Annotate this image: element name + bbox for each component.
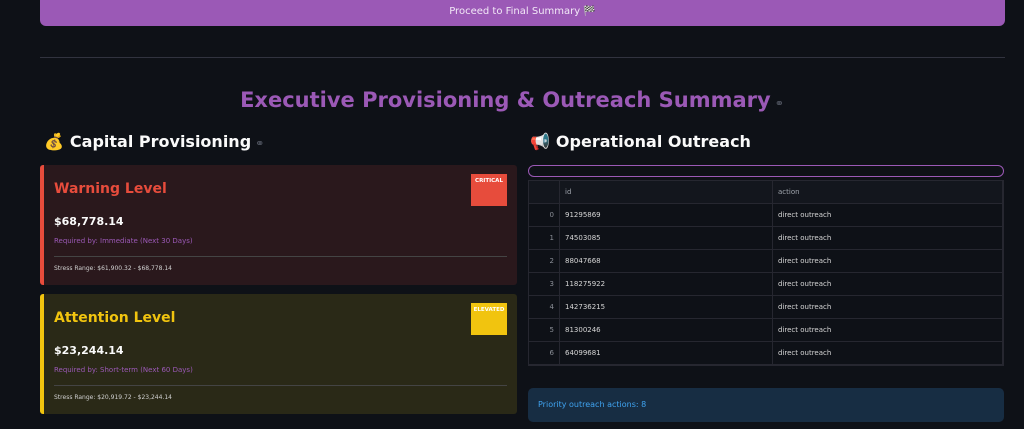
row-index[interactable]: 2 xyxy=(529,249,560,273)
row-index[interactable]: 3 xyxy=(529,272,560,296)
action-cell[interactable]: direct outreach xyxy=(772,318,1003,342)
table-row[interactable]: 5 81300246 direct outreach xyxy=(529,318,1003,342)
id-cell[interactable]: 130405275 xyxy=(559,364,773,365)
outreach-dataframe[interactable]: id action 0 91295869 direct outreach 1 74503… xyxy=(528,180,1004,366)
elevated-badge: ELEVATED xyxy=(471,303,507,335)
card-divider xyxy=(54,256,507,257)
capital-heading-text: Capital Provisioning xyxy=(69,132,252,151)
action-cell[interactable]: direct outreach xyxy=(772,249,1003,273)
id-cell[interactable]: 74503085 xyxy=(559,226,773,250)
row-index[interactable]: 4 xyxy=(529,295,560,319)
provision-amount: $68,778.14 xyxy=(54,215,124,228)
card-level-title: Warning Level xyxy=(54,181,167,197)
id-cell[interactable]: 88047668 xyxy=(559,249,773,273)
table-header-row: id action xyxy=(529,181,1003,204)
card-divider xyxy=(54,385,507,386)
money-bag-icon: 💰 xyxy=(44,132,64,151)
outreach-heading-text: Operational Outreach xyxy=(555,132,751,151)
page-title-text: Executive Provisioning & Outreach Summar… xyxy=(240,88,771,112)
anchor-link-icon[interactable]: ⚭ xyxy=(255,137,265,150)
provision-amount: $23,244.14 xyxy=(54,344,124,357)
required-by-text: Required by: Short-term (Next 60 Days) xyxy=(54,366,193,374)
stress-range-text: Stress Range: $20,919.72 - $23,244.14 xyxy=(54,394,172,401)
table-row[interactable]: 3 118275922 direct outreach xyxy=(529,272,1003,296)
table-row[interactable]: 4 142736215 direct outreach xyxy=(529,295,1003,319)
id-cell[interactable]: 64099681 xyxy=(559,341,773,365)
row-index[interactable]: 5 xyxy=(529,318,560,342)
id-cell[interactable]: 118275922 xyxy=(559,272,773,296)
anchor-link-icon[interactable]: ⚭ xyxy=(774,97,784,110)
row-index[interactable]: 0 xyxy=(529,203,560,227)
action-cell[interactable]: direct outreach xyxy=(772,203,1003,227)
row-index[interactable]: 7 xyxy=(529,364,560,365)
action-cell[interactable]: direct outreach xyxy=(772,341,1003,365)
id-cell[interactable]: 91295869 xyxy=(559,203,773,227)
action-cell[interactable]: direct outreach xyxy=(772,272,1003,296)
outreach-table: id action 0 91295869 direct outreach 1 74503… xyxy=(529,181,1003,365)
required-by-text: Required by: Immediate (Next 30 Days) xyxy=(54,237,193,245)
priority-outreach-info: Priority outreach actions: 8 xyxy=(528,388,1004,422)
megaphone-icon: 📢 xyxy=(530,132,550,151)
action-cell[interactable]: direct outreach xyxy=(772,364,1003,365)
column-header-id[interactable]: id xyxy=(559,181,773,204)
column-header-action[interactable]: action xyxy=(772,181,1003,204)
action-cell[interactable]: direct outreach xyxy=(772,226,1003,250)
table-row[interactable]: 7130405275direct outreach xyxy=(529,364,1003,365)
table-row[interactable]: 2 88047668 direct outreach xyxy=(529,249,1003,273)
capital-provisioning-heading: 💰 Capital Provisioning ⚭ xyxy=(44,132,264,151)
row-index[interactable]: 6 xyxy=(529,341,560,365)
action-cell[interactable]: direct outreach xyxy=(772,295,1003,319)
table-row[interactable]: 1 74503085 direct outreach xyxy=(529,226,1003,250)
warning-level-card: Warning Level CRITICAL $68,778.14 Requir… xyxy=(40,165,517,285)
row-index[interactable]: 1 xyxy=(529,226,560,250)
card-level-title: Attention Level xyxy=(54,310,176,326)
proceed-to-final-summary-button[interactable]: Proceed to Final Summary 🏁 xyxy=(40,0,1005,26)
id-cell[interactable]: 81300246 xyxy=(559,318,773,342)
stress-range-text: Stress Range: $61,900.32 - $68,778.14 xyxy=(54,265,172,272)
table-toolbar-pill[interactable] xyxy=(528,165,1004,177)
table-row[interactable]: 6 64099681 direct outreach xyxy=(529,341,1003,365)
table-row[interactable]: 0 91295869 direct outreach xyxy=(529,203,1003,227)
page-title: Executive Provisioning & Outreach Summar… xyxy=(0,88,1024,112)
attention-level-card: Attention Level ELEVATED $23,244.14 Requ… xyxy=(40,294,517,414)
operational-outreach-heading: 📢 Operational Outreach xyxy=(530,132,751,151)
id-cell[interactable]: 142736215 xyxy=(559,295,773,319)
section-divider xyxy=(40,57,1005,58)
column-header-index[interactable] xyxy=(529,181,560,204)
critical-badge: CRITICAL xyxy=(471,174,507,206)
